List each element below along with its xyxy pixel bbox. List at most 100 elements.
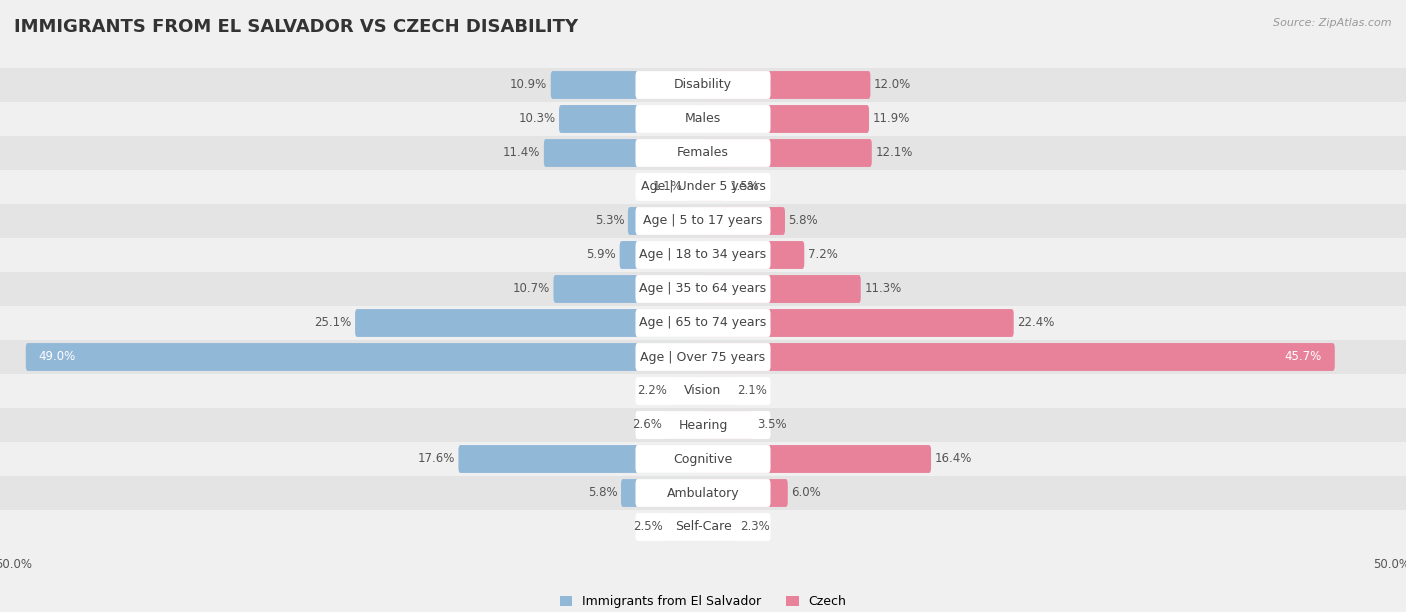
Text: 7.2%: 7.2%	[807, 248, 838, 261]
Bar	[0, 374, 1406, 408]
FancyBboxPatch shape	[702, 139, 872, 167]
FancyBboxPatch shape	[702, 173, 725, 201]
FancyBboxPatch shape	[636, 343, 770, 371]
FancyBboxPatch shape	[666, 513, 704, 541]
FancyBboxPatch shape	[636, 445, 770, 473]
FancyBboxPatch shape	[554, 275, 704, 303]
FancyBboxPatch shape	[702, 411, 754, 439]
Bar	[0, 272, 1406, 306]
Text: 2.1%: 2.1%	[738, 384, 768, 398]
FancyBboxPatch shape	[25, 343, 704, 371]
Text: Age | Over 75 years: Age | Over 75 years	[641, 351, 765, 364]
Text: 5.3%: 5.3%	[595, 214, 624, 228]
Text: 2.3%: 2.3%	[740, 520, 770, 534]
Text: 11.3%: 11.3%	[865, 283, 901, 296]
Text: Age | 18 to 34 years: Age | 18 to 34 years	[640, 248, 766, 261]
Text: Age | 5 to 17 years: Age | 5 to 17 years	[644, 214, 762, 228]
FancyBboxPatch shape	[665, 411, 704, 439]
FancyBboxPatch shape	[702, 71, 870, 99]
FancyBboxPatch shape	[636, 207, 770, 235]
FancyBboxPatch shape	[356, 309, 704, 337]
FancyBboxPatch shape	[702, 309, 1014, 337]
Text: 16.4%: 16.4%	[935, 452, 972, 466]
Bar	[0, 442, 1406, 476]
Text: 11.9%: 11.9%	[873, 113, 910, 125]
Text: 1.5%: 1.5%	[730, 181, 759, 193]
Text: 5.8%: 5.8%	[588, 487, 617, 499]
Bar	[0, 340, 1406, 374]
Text: 22.4%: 22.4%	[1017, 316, 1054, 329]
FancyBboxPatch shape	[702, 275, 860, 303]
Text: Age | Under 5 years: Age | Under 5 years	[641, 181, 765, 193]
Text: 10.9%: 10.9%	[510, 78, 547, 92]
Text: Females: Females	[678, 146, 728, 160]
FancyBboxPatch shape	[702, 241, 804, 269]
FancyBboxPatch shape	[636, 71, 770, 99]
FancyBboxPatch shape	[702, 105, 869, 133]
Text: IMMIGRANTS FROM EL SALVADOR VS CZECH DISABILITY: IMMIGRANTS FROM EL SALVADOR VS CZECH DIS…	[14, 18, 578, 36]
FancyBboxPatch shape	[686, 173, 704, 201]
Bar	[0, 68, 1406, 102]
Text: Ambulatory: Ambulatory	[666, 487, 740, 499]
Text: 3.5%: 3.5%	[756, 419, 786, 431]
FancyBboxPatch shape	[551, 71, 704, 99]
Text: Source: ZipAtlas.com: Source: ZipAtlas.com	[1274, 18, 1392, 28]
Text: 2.2%: 2.2%	[637, 384, 668, 398]
FancyBboxPatch shape	[621, 479, 704, 507]
Text: 12.0%: 12.0%	[875, 78, 911, 92]
FancyBboxPatch shape	[636, 173, 770, 201]
Text: 5.9%: 5.9%	[586, 248, 616, 261]
Text: 6.0%: 6.0%	[792, 487, 821, 499]
FancyBboxPatch shape	[544, 139, 704, 167]
Text: Males: Males	[685, 113, 721, 125]
Text: 49.0%: 49.0%	[39, 351, 76, 364]
Text: Vision: Vision	[685, 384, 721, 398]
Text: 12.1%: 12.1%	[875, 146, 912, 160]
Text: Age | 65 to 74 years: Age | 65 to 74 years	[640, 316, 766, 329]
FancyBboxPatch shape	[560, 105, 704, 133]
FancyBboxPatch shape	[636, 241, 770, 269]
Text: Age | 35 to 64 years: Age | 35 to 64 years	[640, 283, 766, 296]
Bar	[0, 408, 1406, 442]
FancyBboxPatch shape	[628, 207, 704, 235]
FancyBboxPatch shape	[702, 479, 787, 507]
Bar	[0, 238, 1406, 272]
Text: Hearing: Hearing	[678, 419, 728, 431]
FancyBboxPatch shape	[702, 207, 785, 235]
Bar	[0, 204, 1406, 238]
FancyBboxPatch shape	[702, 445, 931, 473]
Text: 2.6%: 2.6%	[631, 419, 662, 431]
Text: 11.4%: 11.4%	[503, 146, 540, 160]
FancyBboxPatch shape	[636, 139, 770, 167]
FancyBboxPatch shape	[636, 309, 770, 337]
Bar	[0, 306, 1406, 340]
Text: 17.6%: 17.6%	[418, 452, 456, 466]
FancyBboxPatch shape	[702, 343, 1334, 371]
Text: 10.7%: 10.7%	[513, 283, 550, 296]
FancyBboxPatch shape	[636, 513, 770, 541]
FancyBboxPatch shape	[702, 513, 737, 541]
FancyBboxPatch shape	[636, 377, 770, 405]
FancyBboxPatch shape	[620, 241, 704, 269]
Text: 25.1%: 25.1%	[315, 316, 352, 329]
Bar	[0, 136, 1406, 170]
Text: 2.5%: 2.5%	[633, 520, 664, 534]
Text: 5.8%: 5.8%	[789, 214, 818, 228]
FancyBboxPatch shape	[702, 377, 734, 405]
Text: Self-Care: Self-Care	[675, 520, 731, 534]
Bar	[0, 510, 1406, 544]
FancyBboxPatch shape	[636, 105, 770, 133]
FancyBboxPatch shape	[458, 445, 704, 473]
Bar	[0, 102, 1406, 136]
Text: Disability: Disability	[673, 78, 733, 92]
Text: 45.7%: 45.7%	[1285, 351, 1322, 364]
FancyBboxPatch shape	[636, 411, 770, 439]
Legend: Immigrants from El Salvador, Czech: Immigrants from El Salvador, Czech	[560, 595, 846, 608]
Bar	[0, 170, 1406, 204]
Text: Cognitive: Cognitive	[673, 452, 733, 466]
Text: 10.3%: 10.3%	[519, 113, 555, 125]
FancyBboxPatch shape	[636, 275, 770, 303]
FancyBboxPatch shape	[671, 377, 704, 405]
FancyBboxPatch shape	[636, 479, 770, 507]
Text: 1.1%: 1.1%	[652, 181, 682, 193]
